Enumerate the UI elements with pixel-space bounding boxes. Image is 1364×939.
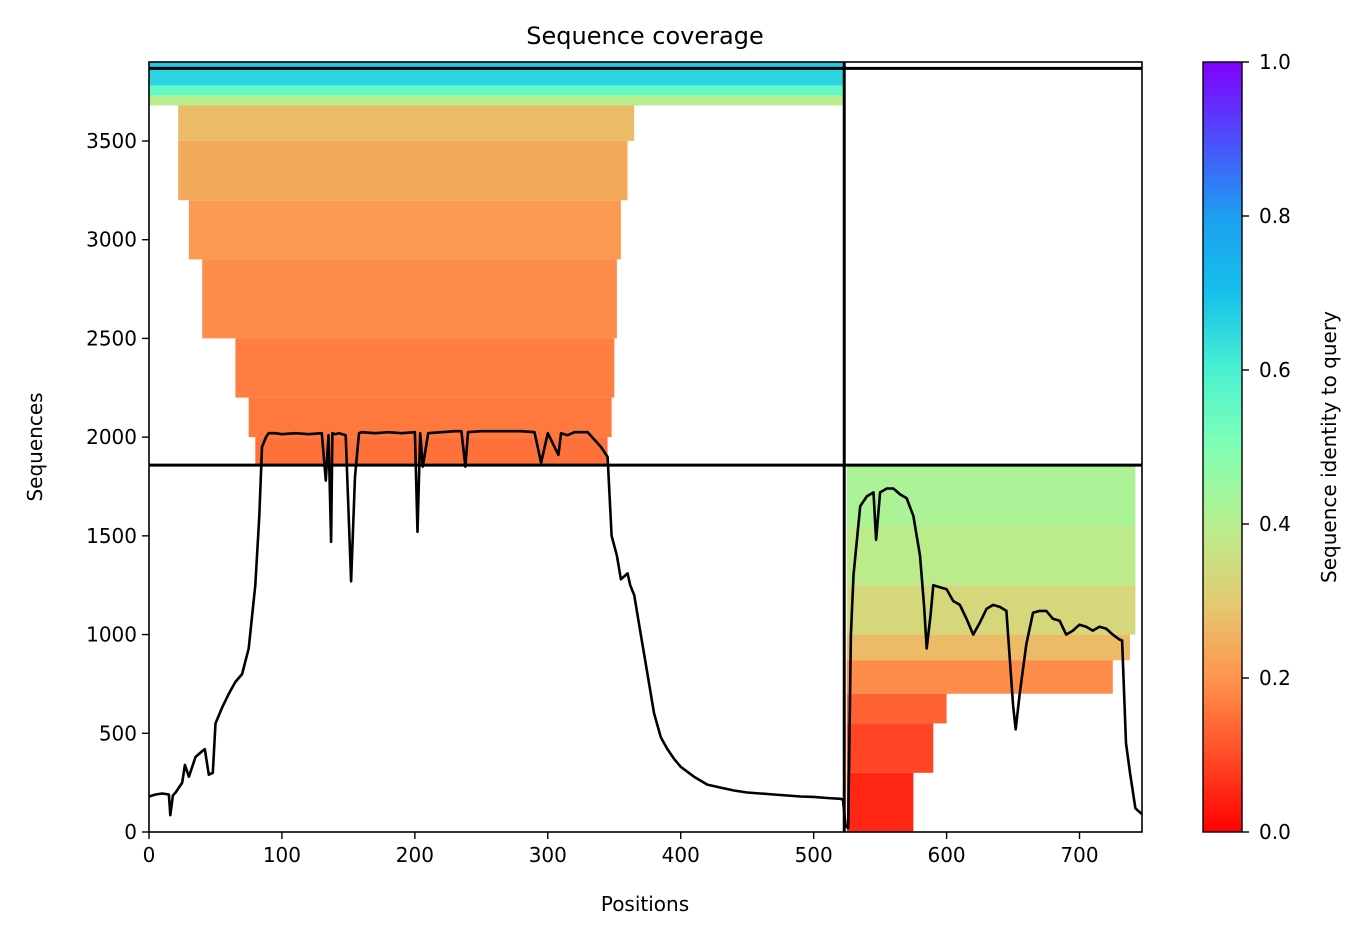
y-tick-label-2500: 2500: [86, 326, 137, 350]
x-tick-label-400: 400: [662, 843, 700, 867]
heatmap-band-0-5: [178, 141, 628, 201]
colorbar-tick-label-0.4: 0.4: [1259, 512, 1291, 536]
colorbar-tick-label-0.2: 0.2: [1259, 666, 1291, 690]
coverage-line-group: [149, 429, 1142, 830]
y-tick-label-3500: 3500: [86, 129, 137, 153]
heatmap-band-1-2: [846, 585, 1136, 635]
heatmap-band-1-0: [846, 465, 1136, 526]
x-tick-label-500: 500: [795, 843, 833, 867]
heatmap-band-0-7: [202, 259, 617, 339]
heatmap-band-1-4: [846, 660, 1113, 694]
heatmap-band-0-9: [248, 397, 612, 438]
heatmap-band-0-8: [235, 338, 615, 398]
coverage-heatmap: [149, 62, 1136, 832]
colorbar: [1202, 61, 1243, 833]
heatmap-band-0-2: [149, 85, 845, 96]
heatmap-band-0-3: [149, 95, 845, 106]
heatmap-band-0-10: [255, 437, 608, 466]
chart-title: Sequence coverage: [526, 22, 763, 50]
colorbar-label: Sequence identity to query: [1317, 311, 1341, 583]
heatmap-band-0-4: [178, 105, 635, 141]
y-tick-label-0: 0: [124, 820, 137, 844]
y-axis: 0 500 1000 1500 2000 2500 3000 3500: [86, 129, 149, 844]
colorbar-ticks: 0.0 0.2 0.4 0.6 0.8 1.0: [1242, 50, 1291, 844]
y-tick-label-500: 500: [99, 721, 137, 745]
heatmap-band-1-3: [846, 634, 1130, 661]
colorbar-tick-label-0.6: 0.6: [1259, 358, 1291, 382]
plot-frame: [148, 61, 1143, 833]
colorbar-tick-label-1.0: 1.0: [1259, 50, 1291, 74]
x-tick-label-700: 700: [1060, 843, 1098, 867]
x-tick-label-200: 200: [396, 843, 434, 867]
x-tick-label-300: 300: [529, 843, 567, 867]
heatmap-band-0-6: [188, 200, 621, 260]
x-axis: 0 100 200 300 400 500 600 700: [143, 832, 1099, 867]
heatmap-band-1-7: [846, 772, 914, 832]
colorbar-tick-label-0.0: 0.0: [1259, 820, 1291, 844]
block-dividers: [149, 62, 1142, 832]
coverage-line: [149, 429, 1142, 830]
heatmap-band-1-1: [846, 526, 1136, 586]
heatmap-band-0-0: [149, 62, 845, 69]
x-axis-label: Positions: [601, 892, 689, 916]
x-tick-label-0: 0: [143, 843, 156, 867]
y-axis-label: Sequences: [23, 392, 47, 501]
y-tick-label-3000: 3000: [86, 228, 137, 252]
y-tick-label-1500: 1500: [86, 524, 137, 548]
y-tick-label-1000: 1000: [86, 623, 137, 647]
heatmap-band-1-6: [846, 723, 934, 773]
heatmap-band-0-1: [149, 68, 845, 86]
x-tick-label-100: 100: [263, 843, 301, 867]
y-tick-label-2000: 2000: [86, 425, 137, 449]
x-tick-label-600: 600: [927, 843, 965, 867]
colorbar-tick-label-0.8: 0.8: [1259, 204, 1291, 228]
heatmap-band-1-5: [846, 693, 947, 724]
